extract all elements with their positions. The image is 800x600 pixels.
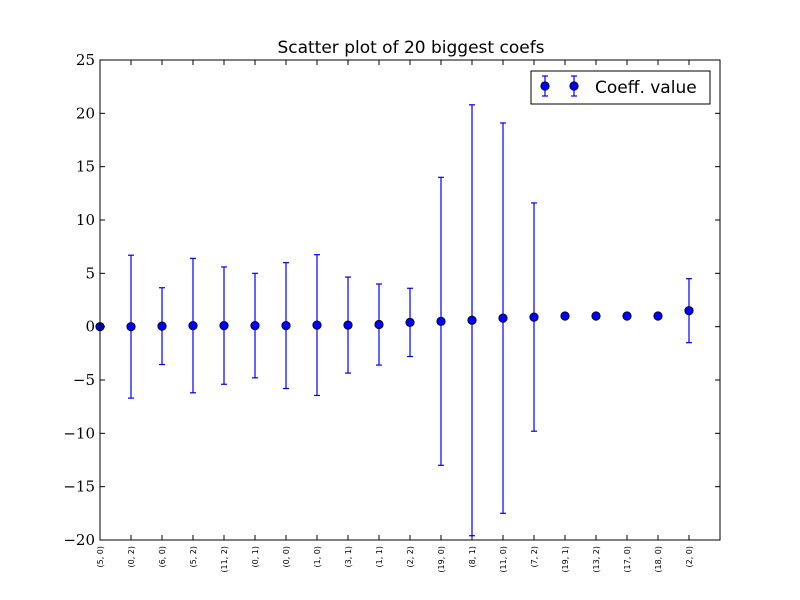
data-point bbox=[405, 317, 415, 327]
y-tick-label: −10 bbox=[63, 424, 95, 442]
legend-marker bbox=[569, 81, 579, 91]
x-tick-label: (19, 1) bbox=[561, 546, 570, 573]
data-point bbox=[529, 312, 539, 322]
y-tick-label: 20 bbox=[76, 104, 95, 122]
y-tick-label: 5 bbox=[85, 264, 95, 282]
data-point bbox=[684, 306, 694, 316]
y-tick-label: −20 bbox=[63, 531, 95, 549]
x-tick-label: (5, 0) bbox=[96, 546, 105, 568]
data-point bbox=[622, 311, 632, 321]
x-tick-label: (13, 2) bbox=[592, 546, 601, 573]
x-tick-label: (17, 0) bbox=[623, 546, 632, 573]
x-tick-label: (2, 0) bbox=[685, 546, 694, 568]
data-point bbox=[436, 316, 446, 326]
data-point bbox=[374, 319, 384, 330]
data-point bbox=[219, 320, 229, 331]
x-tick-label: (3, 1) bbox=[344, 546, 353, 568]
axis-ticks: −20 −15 −10 −5 0 5 10 15 20 25 (5, 0) (0, 2) (6, 0) (… bbox=[63, 51, 720, 573]
y-tick-label: −15 bbox=[63, 478, 95, 496]
data-point bbox=[126, 322, 136, 332]
x-tick-label: (5, 2) bbox=[189, 546, 198, 568]
x-tick-label: (1, 1) bbox=[375, 546, 384, 568]
y-tick-label: −5 bbox=[73, 371, 95, 389]
x-tick-label: (8, 1) bbox=[468, 546, 477, 568]
y-tick-label: 10 bbox=[76, 211, 95, 229]
data-point bbox=[188, 320, 198, 331]
x-tick-label: (6, 0) bbox=[158, 546, 167, 568]
data-point bbox=[467, 315, 477, 325]
data-point bbox=[250, 320, 260, 331]
data-point bbox=[312, 320, 322, 330]
x-tick-label: (11, 2) bbox=[220, 546, 229, 573]
plot-marks bbox=[95, 104, 694, 537]
data-point bbox=[653, 311, 663, 321]
x-tick-label: (0, 1) bbox=[251, 546, 260, 568]
data-point bbox=[591, 311, 601, 321]
x-tick-label: (11, 0) bbox=[499, 546, 508, 573]
legend: Coeff. value bbox=[530, 70, 711, 105]
data-point bbox=[343, 320, 353, 330]
x-tick-label: (19, 0) bbox=[437, 546, 446, 573]
y-tick-label: 0 bbox=[85, 318, 95, 336]
data-point bbox=[157, 321, 167, 331]
legend-marker bbox=[540, 81, 550, 91]
data-point bbox=[560, 311, 570, 321]
legend-label: Coeff. value bbox=[595, 78, 697, 98]
data-point bbox=[281, 320, 291, 331]
x-tick-label: (0, 2) bbox=[127, 546, 136, 568]
data-point bbox=[498, 313, 508, 323]
x-tick-label: (0, 0) bbox=[282, 546, 291, 568]
x-tick-label: (18, 0) bbox=[654, 546, 663, 573]
x-tick-label: (2, 2) bbox=[406, 546, 415, 568]
chart-title: Scatter plot of 20 biggest coefs bbox=[277, 38, 544, 58]
x-tick-label: (1, 0) bbox=[313, 546, 322, 568]
x-tick-label: (7, 2) bbox=[530, 546, 539, 568]
legend-box bbox=[530, 70, 711, 105]
legend-symbols bbox=[540, 75, 579, 97]
y-tick-label: 15 bbox=[76, 158, 95, 176]
plot-frame bbox=[99, 59, 721, 541]
y-tick-label: 25 bbox=[76, 51, 95, 69]
